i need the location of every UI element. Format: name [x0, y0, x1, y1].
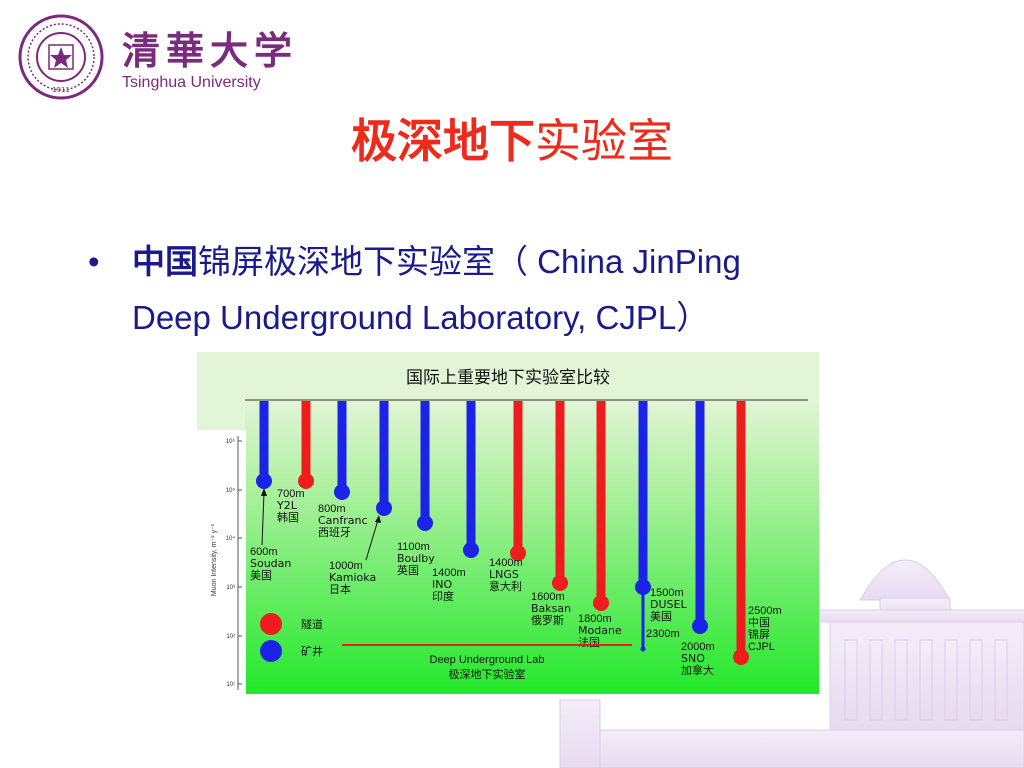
- lab-country-label: 锦屏: [748, 627, 770, 641]
- lab-depth-label: 800m: [318, 503, 346, 515]
- lab-bar-end: [298, 473, 314, 489]
- bullet-line-1-rest: 锦屏极深地下实验室（ China JinPing: [198, 243, 741, 280]
- lab-country-label: 西班牙: [318, 526, 351, 539]
- y-tick-label: 10⁴: [226, 535, 236, 542]
- lab-depth-label: 700m: [277, 488, 305, 500]
- legend-mine-marker: [260, 640, 282, 662]
- lab-bar-end: [733, 649, 749, 665]
- diagram-title: 国际上重要地下实验室比较: [406, 368, 610, 388]
- dusel-extension-end: [640, 646, 646, 652]
- lab-bar-end: [256, 473, 272, 489]
- university-name-english: Tsinghua University: [122, 74, 261, 91]
- lab-bar-end: [510, 545, 526, 561]
- lab-depth-label: 1800m: [578, 613, 612, 625]
- bullet-line-1: 中国锦屏极深地下实验室（ China JinPing: [132, 234, 741, 290]
- y-tick-label: 10⁶: [226, 438, 236, 445]
- lab-name-label: Kamioka: [329, 571, 376, 584]
- lab-bar-end: [417, 515, 433, 531]
- lab-depth-label: 1400m: [432, 567, 466, 579]
- kamioka-arrow: [365, 519, 379, 561]
- lab-bar-end: [334, 484, 350, 500]
- bullet-line-2: Deep Underground Laboratory, CJPL）: [132, 299, 710, 336]
- deep-lab-label-en: Deep Underground Lab: [430, 654, 545, 666]
- bullet-bold-part: 中国: [132, 243, 198, 280]
- lab-name-label: INO: [432, 578, 452, 591]
- y-tick-label: 10¹: [226, 682, 235, 688]
- lab-depth-label: 1000m: [329, 560, 363, 572]
- lab-country-label: 印度: [432, 589, 454, 603]
- y-tick-label: 10⁵: [226, 487, 236, 494]
- y-axis-label: Muon Intensity, m⁻² y⁻¹: [211, 523, 218, 596]
- lab-labels: 600mSoudan美国700mY2L韩国800mCanfranc西班牙1000…: [250, 488, 782, 677]
- kamioka-arrowhead: [375, 515, 381, 523]
- dusel-extra-depth-label: 2300m: [646, 628, 680, 640]
- lab-name-label: Soudan: [250, 557, 291, 570]
- lab-name-label: 中国: [748, 616, 770, 629]
- lab-bar-end: [593, 595, 609, 611]
- legend-tunnel-marker: [260, 613, 282, 635]
- lab-depth-label: 1400m: [489, 557, 523, 569]
- lab-bar-end: [376, 500, 392, 516]
- soudan-arrowhead: [261, 488, 267, 496]
- lab-name-label: Boulby: [397, 552, 435, 565]
- legend-mine-label: 矿井: [301, 644, 323, 658]
- y-tick-label: 10³: [226, 585, 235, 591]
- legend: 隧道 矿井: [260, 613, 323, 662]
- lab-depth-label: 600m: [250, 546, 278, 558]
- lab-country-label: 英国: [397, 563, 419, 577]
- title-regular-part: 实验室: [535, 114, 673, 168]
- lab-depth-label: 1500m: [650, 587, 684, 599]
- lab-name-label: Baksan: [531, 602, 571, 615]
- university-name-chinese: 清華大学: [122, 28, 299, 73]
- lab-depth-label: 2000m: [681, 641, 715, 653]
- seal-year: 1911: [52, 86, 70, 94]
- lab-bar-end: [463, 542, 479, 558]
- page-title: 极深地下实验室: [0, 105, 1024, 171]
- lab-country-label: 加拿大: [681, 663, 714, 677]
- y-axis-ticks: 10⁶ 10⁵ 10⁴ 10³ 10² 10¹: [226, 438, 242, 688]
- lab-name-label: Y2L: [276, 499, 298, 512]
- lab-country-label: 美国: [650, 610, 672, 623]
- soudan-arrow: [261, 492, 265, 546]
- lab-name-label: LNGS: [489, 568, 519, 581]
- diagram-axis-strip: [216, 430, 246, 694]
- lab-name-label: DUSEL: [650, 598, 687, 611]
- lab-country-label: 美国: [250, 569, 272, 582]
- bullet-marker: •: [88, 243, 100, 280]
- lab-country-label: 法国: [578, 635, 600, 649]
- lab-bars: [256, 401, 749, 665]
- lab-country-label: 俄罗斯: [531, 614, 564, 627]
- lab-extra-label: CJPL: [748, 641, 775, 653]
- lab-depth-label: 1600m: [531, 591, 565, 603]
- deep-lab-label-cn: 极深地下实验室: [449, 667, 526, 681]
- lab-depth-label: 2500m: [748, 605, 782, 617]
- diagram-body-panel: [245, 400, 819, 694]
- lab-country-label: 意大利: [489, 579, 522, 593]
- lab-bar-end: [552, 575, 568, 591]
- lab-bar-end: [692, 618, 708, 634]
- legend-tunnel-label: 隧道: [301, 617, 323, 631]
- lab-name-label: Canfranc: [318, 514, 368, 527]
- university-seal-logo: 1911: [18, 14, 104, 100]
- lab-country-label: 韩国: [277, 510, 299, 524]
- lab-country-label: 日本: [329, 582, 351, 596]
- y-tick-label: 10²: [226, 634, 235, 640]
- lab-name-label: Modane: [578, 624, 622, 637]
- lab-depth-label: 1100m: [397, 541, 430, 553]
- title-bold-part: 极深地下: [351, 114, 535, 168]
- lab-name-label: SNO: [681, 652, 705, 665]
